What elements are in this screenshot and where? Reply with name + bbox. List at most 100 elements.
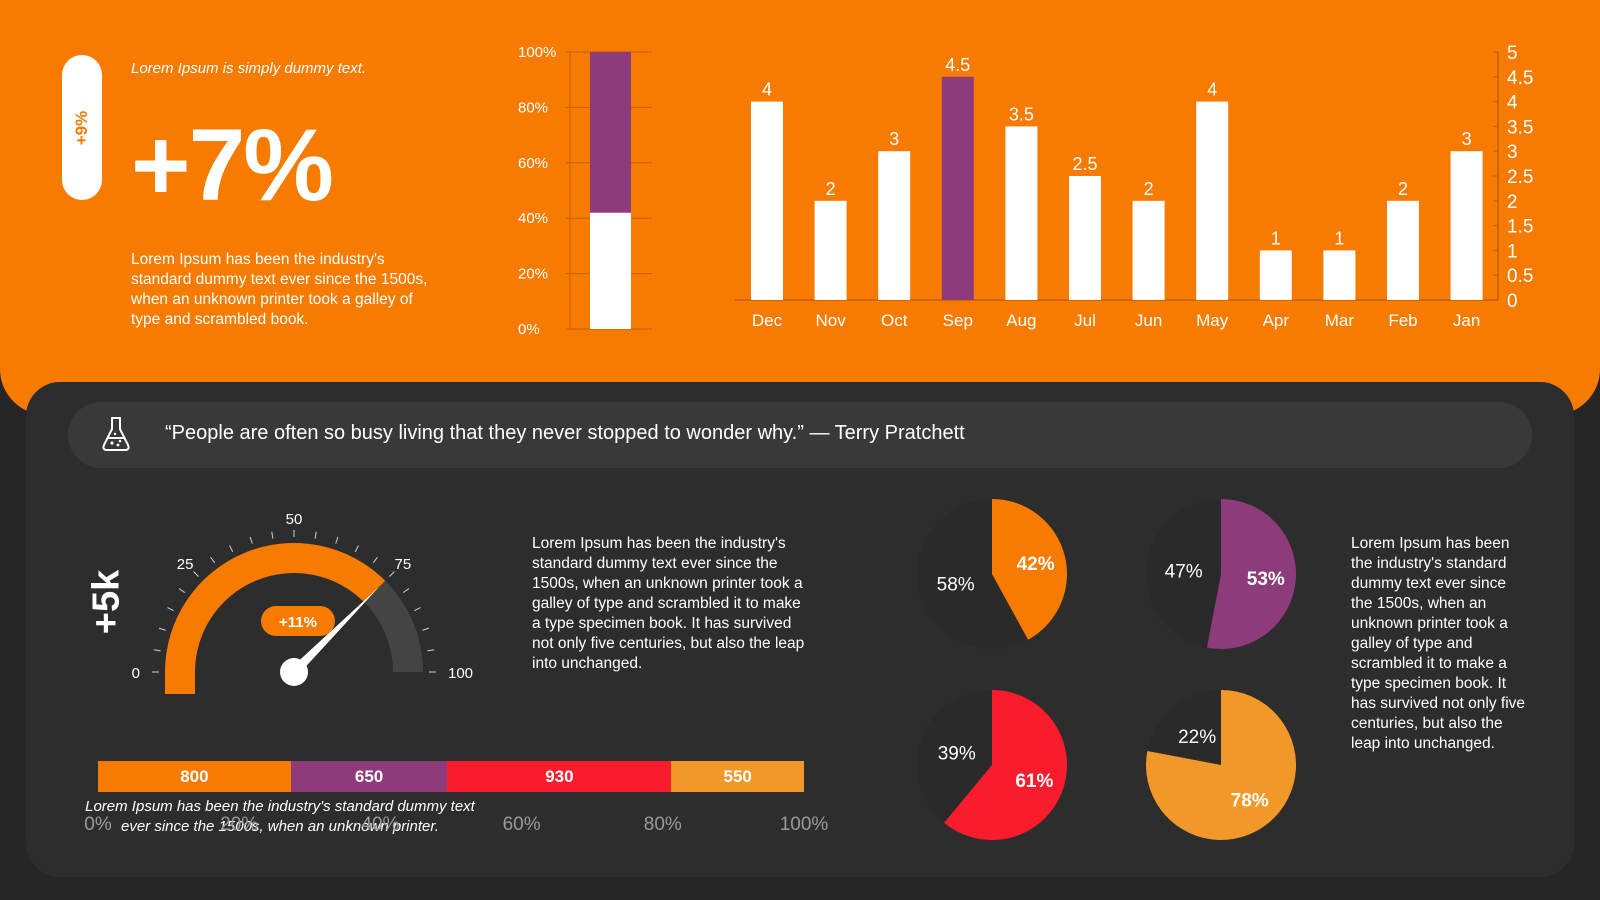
gauge-tick-label: 50 [286, 511, 303, 528]
pct-tick-label: 60% [518, 155, 548, 172]
gauge-badge-text: +11% [279, 614, 317, 631]
month-bar-value-label: 3 [1462, 129, 1472, 149]
stack-segment-800: 800 [98, 761, 291, 792]
month-bar-value-label: 2 [826, 179, 836, 199]
month-bar-value-label: 4 [1207, 80, 1217, 100]
month-y-tick-label: 1.5 [1507, 217, 1533, 238]
month-category-label: Apr [1263, 311, 1290, 330]
month-bar-jun [1132, 200, 1165, 300]
stack-axis-label: 40% [361, 814, 399, 835]
month-y-tick-label: 5 [1507, 43, 1518, 64]
pct-tick-label: 40% [518, 210, 548, 227]
month-bar-value-label: 4 [762, 80, 772, 100]
month-bar-aug [1005, 126, 1038, 301]
gauge-tick [249, 536, 253, 544]
pct-tick-label: 100% [518, 44, 556, 61]
pie-slice [1206, 499, 1296, 649]
pct-bar-lower [590, 212, 631, 329]
gauge-tick [178, 588, 186, 594]
badge-pill: +9% [62, 55, 102, 200]
gauge-needle [290, 587, 379, 676]
month-bar-value-label: 3 [889, 129, 899, 149]
pie-value-label: 42% [1017, 554, 1055, 575]
intro-text: Lorem Ipsum is simply dummy text. [131, 60, 367, 77]
pct-bar-upper [590, 52, 631, 213]
pie-rest-label: 58% [937, 574, 975, 595]
gauge-tick-label: 0 [132, 665, 140, 682]
gauge-tick [335, 536, 339, 544]
pct-tick-label: 20% [518, 266, 548, 283]
month-bar-sep [941, 76, 974, 300]
flask-icon [102, 417, 130, 451]
pie-slice [944, 690, 1067, 840]
quote-text: “People are often so busy living that th… [165, 422, 965, 444]
stack-axis-label: 0% [84, 814, 112, 835]
month-bar-value-label: 2 [1398, 179, 1408, 199]
month-y-tick-label: 0 [1507, 291, 1518, 312]
month-y-tick-label: 4 [1507, 93, 1518, 114]
month-bar-dec [751, 101, 783, 300]
right-description: Lorem Ipsum has been the industry's stan… [1351, 535, 1526, 752]
stack-segment-930: 930 [447, 761, 672, 792]
month-bar-may [1196, 101, 1229, 300]
month-bar-jan [1450, 151, 1483, 300]
gauge-tick [372, 556, 378, 564]
gauge-tick-label: 25 [177, 556, 194, 573]
month-y-tick-label: 0.5 [1507, 266, 1533, 287]
month-bar-value-label: 3.5 [1009, 104, 1034, 124]
gauge-tick [271, 531, 274, 539]
gauge-badge [261, 606, 335, 636]
month-bar-value-label: 4.5 [945, 55, 970, 75]
month-category-label: May [1196, 311, 1229, 330]
month-bar-nov [814, 200, 847, 300]
month-y-tick-label: 1 [1507, 241, 1518, 262]
stack-note: Lorem Ipsum has been the industry's stan… [85, 798, 475, 835]
month-category-label: Jul [1074, 311, 1096, 330]
pie-slice [1146, 690, 1296, 841]
gauge-tick-label: 100 [448, 665, 473, 682]
pct-tick-label: 80% [518, 99, 548, 116]
quote-bar [68, 402, 1532, 468]
month-category-label: Jan [1453, 311, 1480, 330]
pie-value-label: 61% [1015, 771, 1053, 792]
gauge-tick [167, 607, 174, 612]
gauge-tick [229, 545, 234, 552]
month-bar-value-label: 1 [1271, 228, 1281, 248]
gauge-fill [165, 543, 386, 672]
stack-segment-650: 650 [290, 761, 448, 792]
month-category-label: Aug [1006, 311, 1036, 330]
pie-rest-label: 47% [1165, 561, 1203, 582]
stack-axis-label: 80% [644, 814, 682, 835]
month-y-tick-label: 4.5 [1507, 68, 1533, 89]
big-value: +7% [131, 108, 334, 222]
month-y-tick-label: 2.5 [1507, 167, 1533, 188]
gauge-tick-label: 75 [395, 556, 412, 573]
pie-rest-label: 39% [938, 743, 976, 764]
month-bar-value-label: 2 [1144, 179, 1154, 199]
stack-axis-label: 100% [780, 814, 829, 835]
gauge-tick [389, 571, 395, 577]
month-category-label: Sep [943, 311, 973, 330]
gauge-tick [354, 545, 359, 552]
stack-axis-label: 20% [220, 814, 258, 835]
top-panel [0, 0, 1600, 415]
month-category-label: Dec [752, 311, 783, 330]
month-y-tick-label: 3 [1507, 142, 1518, 163]
gauge-tick [414, 607, 421, 612]
gauge-tick [422, 627, 430, 631]
month-bar-mar [1323, 250, 1356, 300]
month-bar-feb [1387, 200, 1419, 300]
month-y-tick-label: 2 [1507, 192, 1518, 213]
gauge-tick [158, 627, 166, 631]
stacked-horizontal-bar: 800 650 930 550 [98, 761, 804, 792]
gauge-tick [210, 556, 216, 564]
gauge-tick [153, 649, 161, 652]
gauge-tick [427, 649, 435, 652]
month-category-label: Jun [1135, 311, 1162, 330]
pie-value-label: 78% [1231, 791, 1269, 812]
month-bar-value-label: 1 [1334, 228, 1344, 248]
pie-rest-label: 22% [1178, 727, 1216, 748]
pct-tick-label: 0% [518, 321, 540, 338]
middle-description: Lorem Ipsum has been the industry's stan… [532, 535, 805, 672]
month-category-label: Oct [881, 311, 908, 330]
